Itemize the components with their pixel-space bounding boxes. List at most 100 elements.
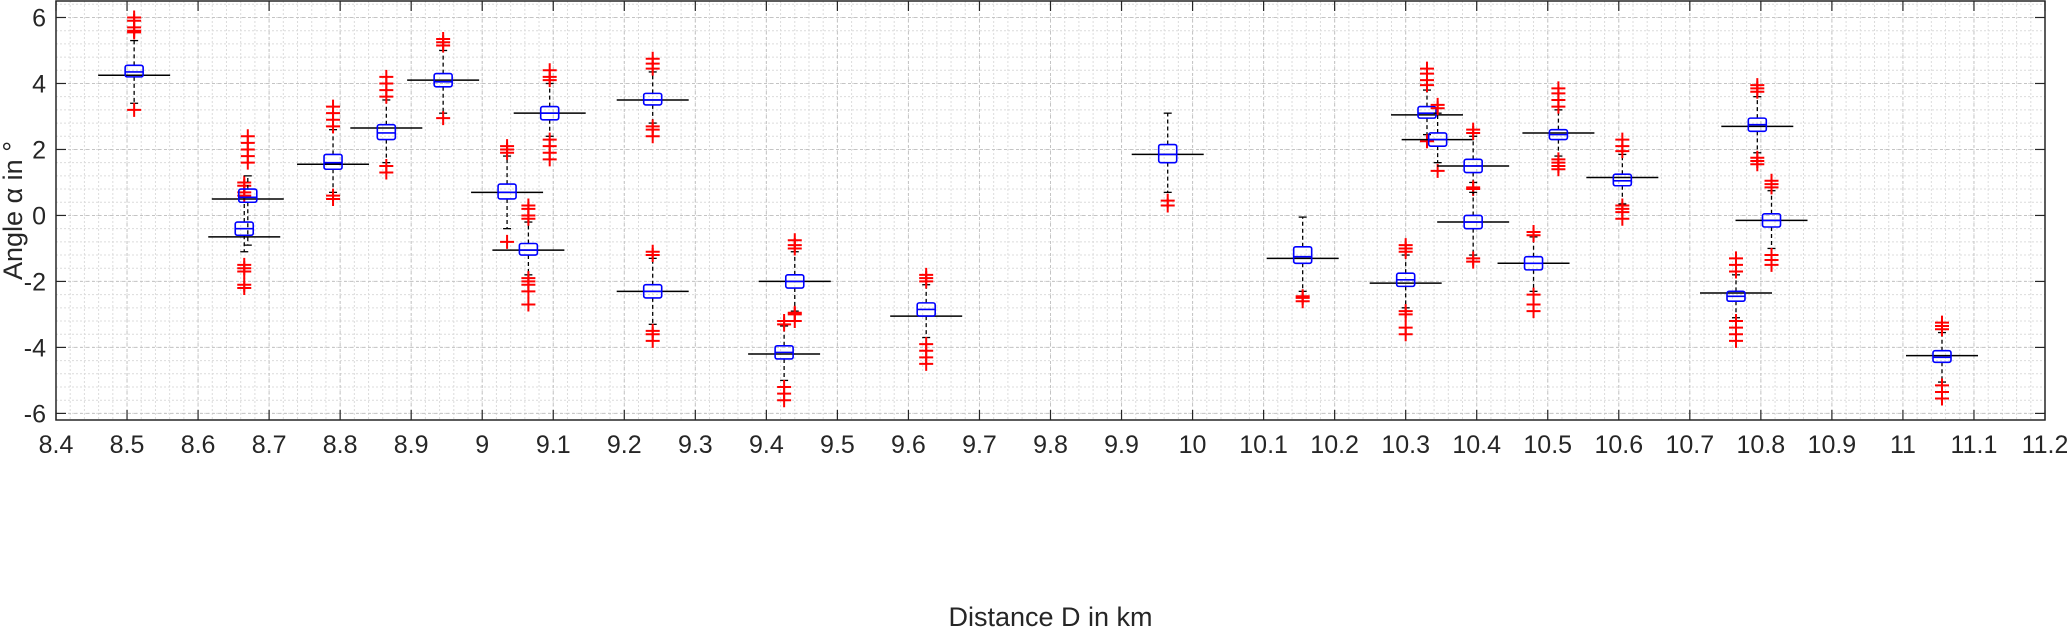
outlier-marker	[919, 337, 934, 352]
box-group	[407, 31, 480, 126]
outlier-marker	[1615, 198, 1630, 213]
outlier-marker	[1551, 152, 1566, 167]
outlier-marker	[237, 277, 252, 292]
x-tick-label: 9.1	[536, 431, 571, 459]
x-axis-label: Distance D in km	[948, 602, 1152, 632]
outlier-marker	[1764, 173, 1779, 188]
box	[497, 183, 517, 200]
outlier-marker	[1466, 251, 1481, 266]
x-tick-label: 9.4	[749, 431, 784, 459]
box-group	[1699, 251, 1772, 348]
box	[376, 123, 397, 141]
outlier-marker	[1526, 287, 1541, 302]
x-tick-label: 11.1	[1951, 431, 1998, 459]
box-group	[297, 99, 370, 206]
outlier-marker	[379, 158, 394, 173]
x-tick-label: 10	[1179, 431, 1207, 459]
outlier-marker	[1551, 81, 1566, 96]
outlier-marker	[1398, 304, 1413, 319]
x-tick-label: 9.6	[891, 431, 926, 459]
outlier-marker	[436, 31, 451, 46]
outlier-marker	[777, 314, 792, 329]
x-tick-label: 9.8	[1033, 431, 1068, 459]
box-group	[98, 10, 171, 117]
box-group	[1369, 238, 1442, 342]
outlier-marker	[787, 233, 802, 248]
outlier-marker	[237, 257, 252, 272]
box-group	[208, 175, 281, 296]
outlier-marker	[1728, 314, 1743, 329]
x-tick-label: 10.2	[1310, 431, 1359, 459]
x-tick-label: 8.7	[252, 431, 287, 459]
x-tick-label: 8.6	[181, 431, 216, 459]
outlier-marker	[521, 198, 536, 213]
box-group	[748, 314, 821, 408]
outlier-marker	[237, 175, 252, 190]
outlier-marker	[542, 132, 557, 147]
box-group	[350, 69, 423, 180]
box-series	[98, 10, 1978, 408]
box-group	[616, 51, 689, 144]
x-tick-label: 9.7	[962, 431, 997, 459]
box-group	[471, 139, 544, 249]
box-group	[616, 244, 689, 348]
outlier-marker	[1419, 134, 1434, 149]
y-axis-ticks: -6 -4 -2 0 2 4 6	[24, 4, 2045, 428]
box-group	[513, 63, 586, 167]
outlier-marker	[1430, 97, 1445, 112]
box-group	[1497, 224, 1570, 319]
x-tick-label: 8.5	[110, 431, 145, 459]
box-group	[1401, 97, 1474, 178]
box	[237, 188, 258, 204]
outlier-marker	[127, 10, 142, 25]
outlier-marker	[645, 244, 660, 259]
y-tick-label: -4	[24, 334, 46, 362]
outlier-marker	[521, 297, 536, 312]
box-group	[1721, 78, 1794, 172]
outlier-marker	[436, 111, 451, 126]
x-tick-label: 9.9	[1104, 431, 1139, 459]
x-tick-label: 9.2	[607, 431, 642, 459]
outlier-marker	[787, 305, 802, 320]
outlier-marker	[326, 188, 341, 203]
outlier-marker	[521, 271, 536, 286]
outlier-marker	[1398, 238, 1413, 253]
outlier-marker	[1750, 150, 1765, 165]
x-tick-label: 11.2	[2022, 431, 2067, 459]
box-group	[1437, 191, 1510, 269]
x-tick-label: 8.4	[39, 431, 74, 459]
outlier-marker	[1935, 378, 1949, 393]
x-tick-label: 9.3	[678, 431, 713, 459]
outlier-marker	[1615, 132, 1630, 147]
outlier-marker	[127, 102, 142, 117]
x-tick-label: 9.5	[820, 431, 855, 459]
box-group	[890, 267, 963, 371]
box	[124, 64, 144, 78]
outlier-marker	[1728, 251, 1743, 266]
outlier-marker	[240, 129, 255, 144]
outlier-marker	[1764, 248, 1779, 263]
y-axis-label: Angle α in °	[0, 141, 28, 280]
outlier-marker	[1419, 61, 1434, 76]
box	[1417, 105, 1437, 119]
major-grid	[55, 1, 2046, 420]
x-tick-label: 10.7	[1665, 431, 1714, 459]
box	[323, 153, 343, 171]
outlier-marker	[326, 99, 341, 114]
x-tick-label: 8.9	[394, 431, 429, 459]
outlier-marker	[1160, 193, 1175, 208]
box	[433, 72, 453, 88]
outlier-marker	[1398, 320, 1413, 335]
outlier-marker	[645, 119, 660, 134]
outlier-marker	[379, 69, 394, 84]
outlier-marker	[542, 63, 557, 78]
box	[1612, 173, 1633, 187]
x-tick-label: 11	[1890, 431, 1916, 459]
box	[1932, 349, 1952, 364]
outlier-marker	[645, 51, 660, 66]
x-tick-label: 8.8	[323, 431, 358, 459]
x-tick-label: 10.6	[1594, 431, 1643, 459]
box-group	[1735, 173, 1808, 272]
box-group	[492, 198, 565, 312]
